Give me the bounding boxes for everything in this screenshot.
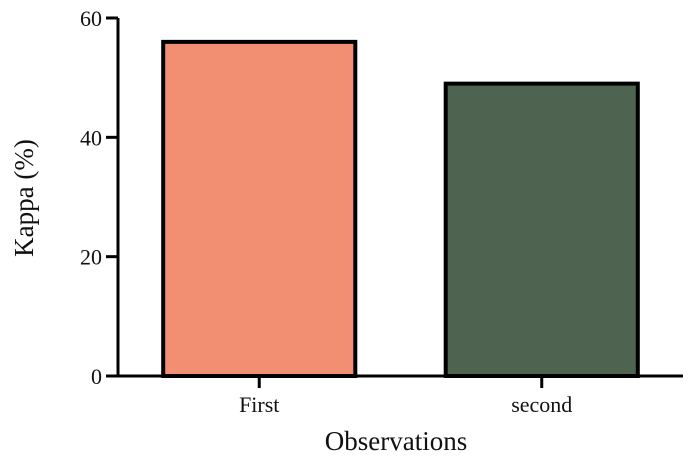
y-axis-title: Kappa (%) — [9, 139, 39, 257]
x-axis-title: Observations — [325, 426, 467, 456]
y-tick-label: 20 — [80, 245, 102, 270]
y-tick-label: 40 — [80, 125, 102, 150]
x-tick-label: First — [239, 392, 279, 417]
y-tick-label: 0 — [91, 364, 102, 389]
y-axis: 0 20 40 60 — [80, 6, 120, 389]
bars — [161, 39, 640, 378]
x-tick-label: second — [511, 392, 572, 417]
x-axis: First second — [117, 374, 683, 417]
bar-second — [443, 81, 640, 378]
y-tick-label: 60 — [80, 6, 102, 31]
bar-first — [161, 39, 358, 378]
